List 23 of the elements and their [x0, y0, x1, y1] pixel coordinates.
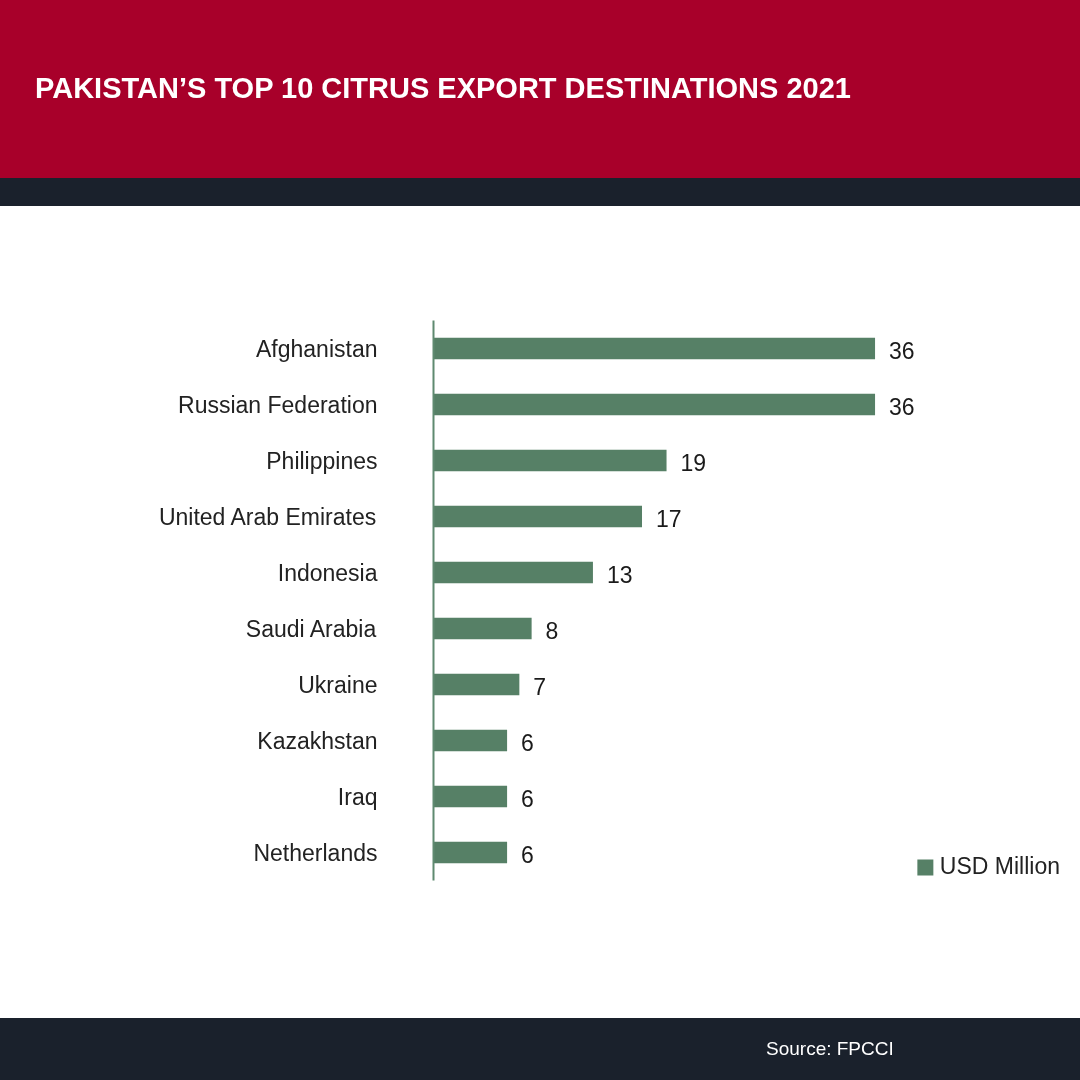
y-tick-label: Kazakhstan [257, 727, 378, 754]
y-tick-label: Ukraine [298, 671, 378, 698]
y-tick-label: Netherlands [253, 839, 378, 866]
data-label: 8 [545, 618, 559, 644]
data-label: 6 [521, 842, 534, 868]
data-label: 13 [606, 562, 633, 588]
source-note: Source: FPCCI [766, 1037, 894, 1062]
data-label: 7 [533, 674, 547, 700]
y-tick-label: Iraq [337, 783, 378, 810]
y-tick-label: United Arab Emirates [158, 503, 377, 530]
y-tick-label: Indonesia [277, 559, 378, 586]
y-tick-label: Russian Federation [178, 391, 378, 418]
data-label: 36 [889, 394, 915, 420]
data-label: 6 [521, 730, 534, 756]
chart-title: PAKISTAN’S TOP 10 CITRUS EXPORT DESTINATIONS 2021 [35, 71, 851, 107]
legend-label: USD Million [939, 853, 1060, 880]
data-label: 6 [521, 786, 534, 812]
y-tick-label: Philippines [266, 447, 378, 474]
data-label: 17 [656, 506, 682, 532]
data-label: 19 [680, 450, 707, 476]
y-tick-label: Saudi Arabia [245, 615, 377, 642]
y-tick-label: Afghanistan [256, 335, 378, 362]
data-label: 36 [889, 338, 915, 364]
